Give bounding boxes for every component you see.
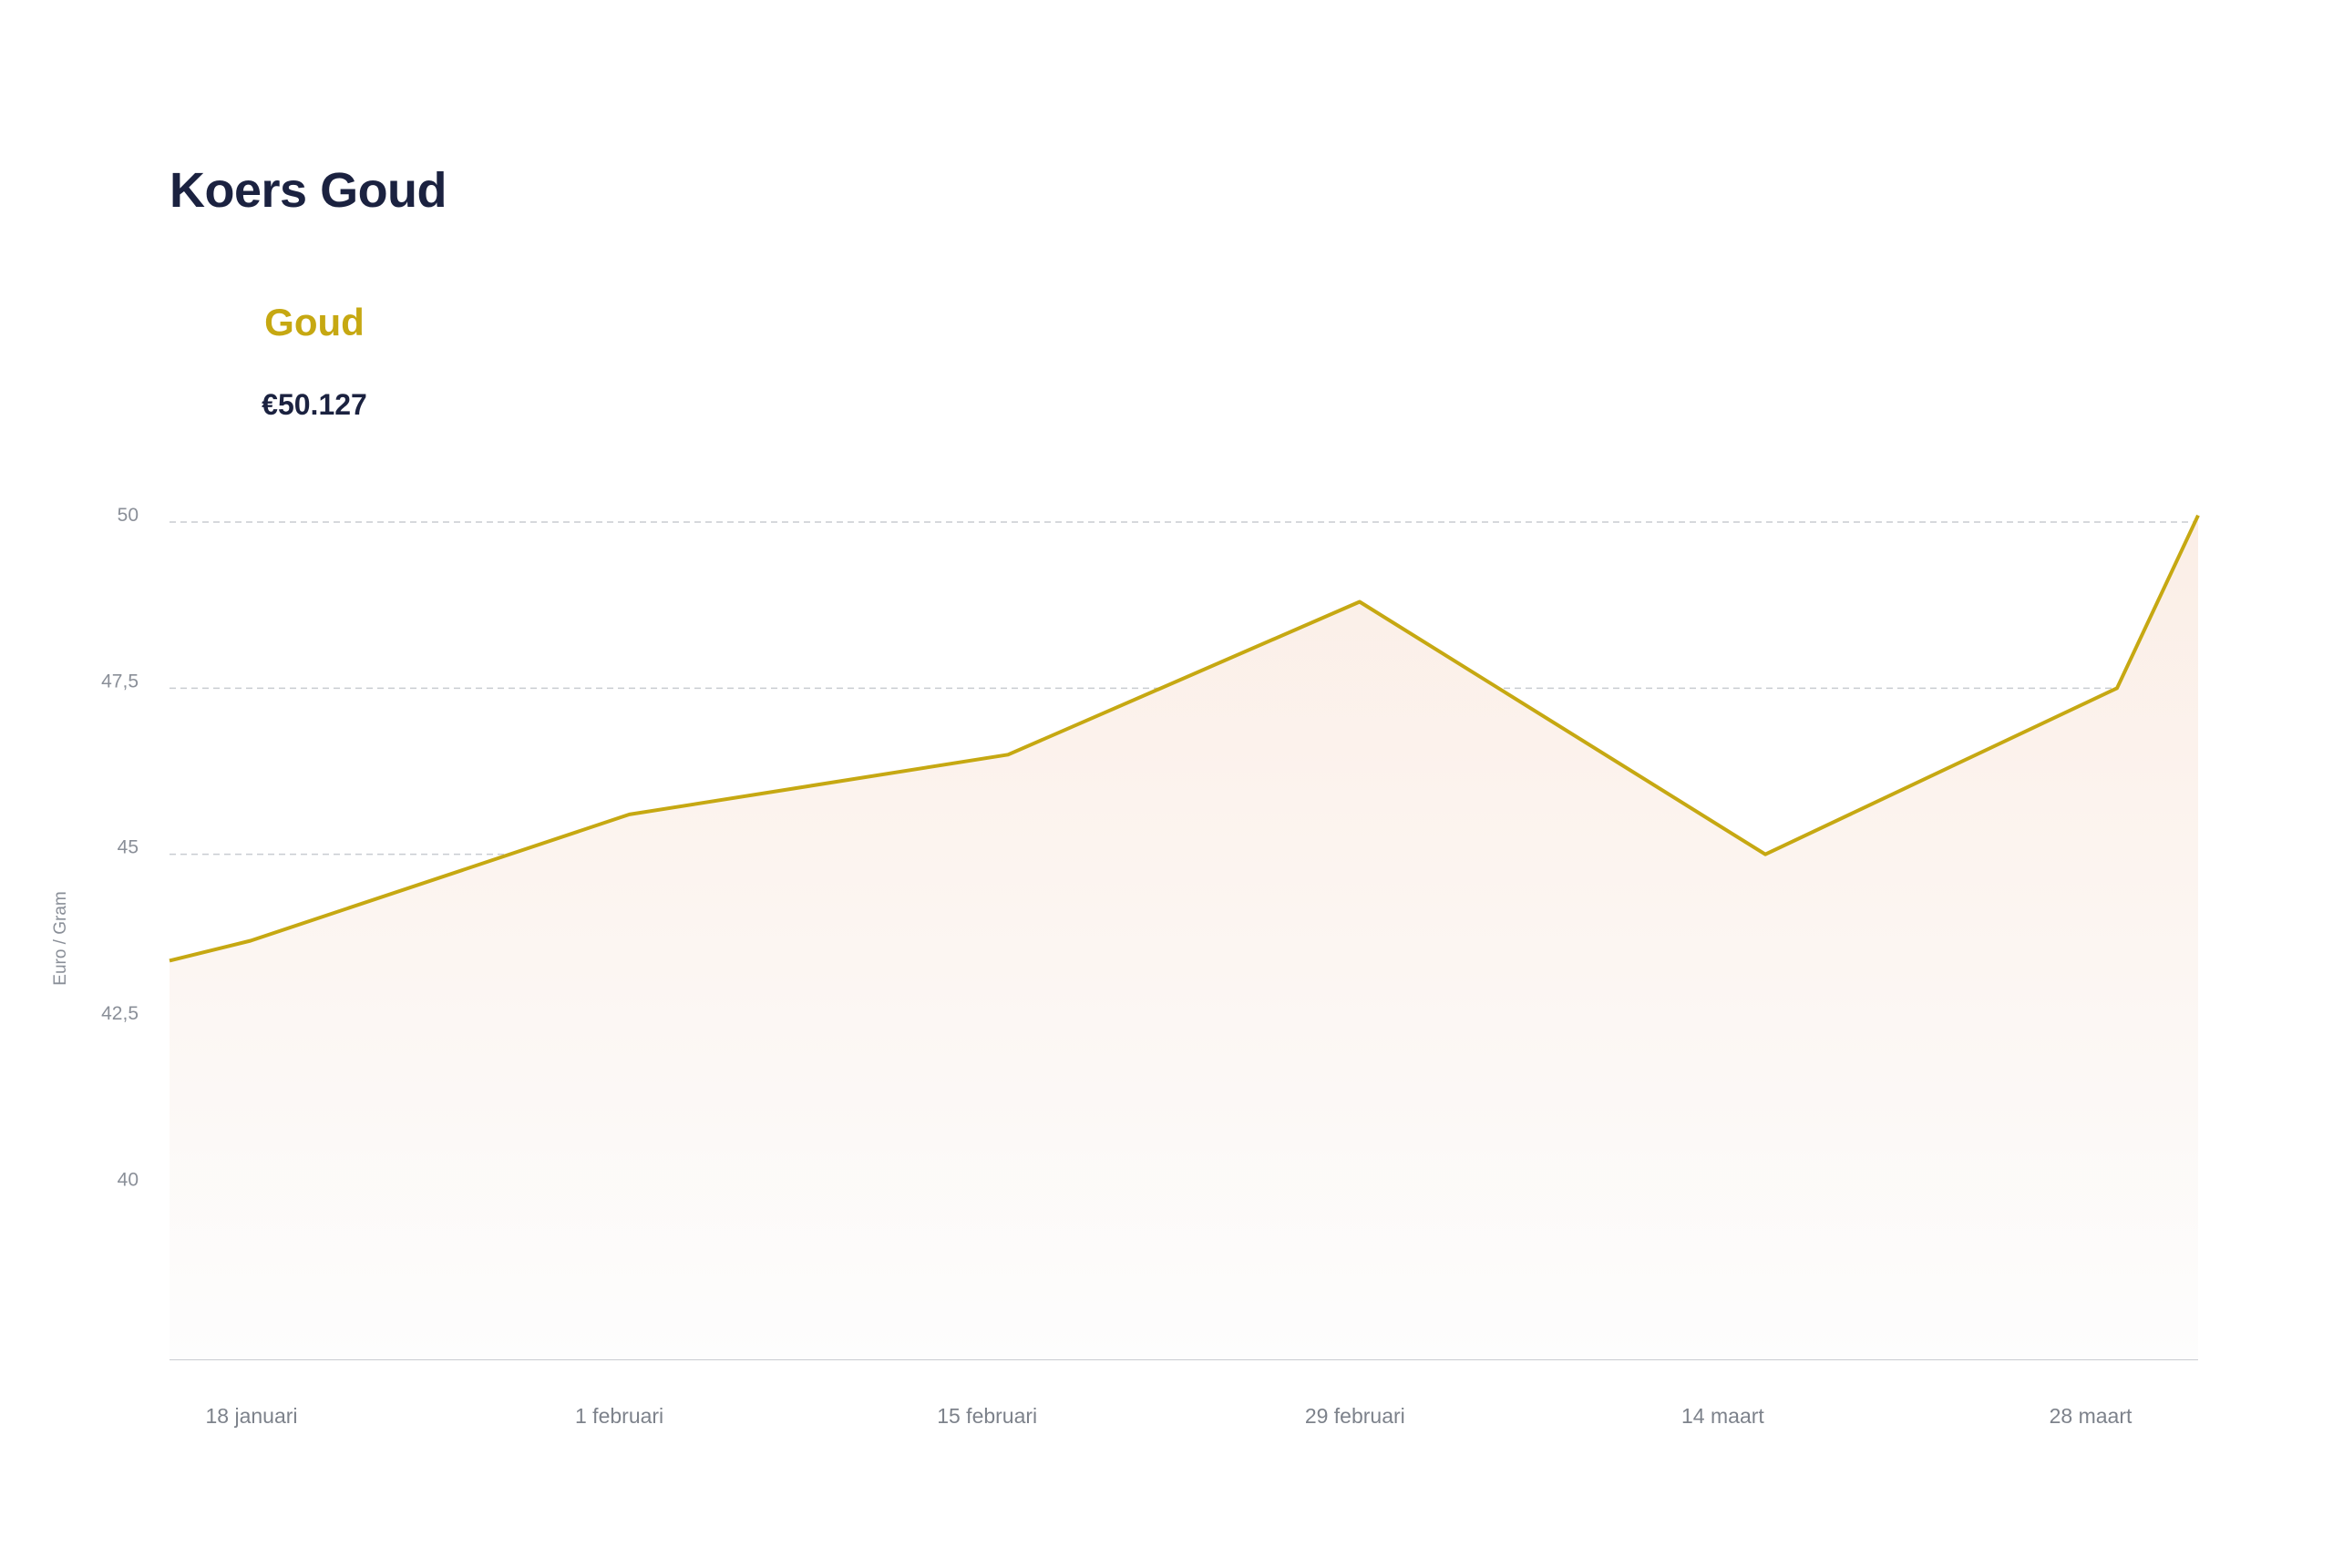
current-price: €50.127 xyxy=(262,388,367,421)
page-title: Koers Goud xyxy=(170,163,447,218)
series-area-goud xyxy=(170,515,2198,1359)
y-axis-title: Euro / Gram xyxy=(51,891,70,985)
y-tick-label: 42,5 xyxy=(101,1003,139,1024)
series-card: Goud €50.127 xyxy=(255,301,374,422)
y-tick-label: 45 xyxy=(118,837,139,858)
y-tick-label: 47,5 xyxy=(101,671,139,692)
x-tick-label: 28 maart xyxy=(2050,1404,2133,1428)
x-tick-label: 29 februari xyxy=(1305,1404,1405,1428)
series-line-goud xyxy=(169,514,2200,963)
y-tick-label: 40 xyxy=(118,1169,139,1190)
x-tick-label: 14 maart xyxy=(1681,1404,1764,1428)
x-tick-label: 15 februari xyxy=(937,1404,1037,1428)
x-tick-label: 1 februari xyxy=(575,1404,663,1428)
x-tick-label: 18 januari xyxy=(205,1404,297,1428)
y-tick-label: 50 xyxy=(118,505,139,526)
series-name: Goud xyxy=(264,301,365,343)
